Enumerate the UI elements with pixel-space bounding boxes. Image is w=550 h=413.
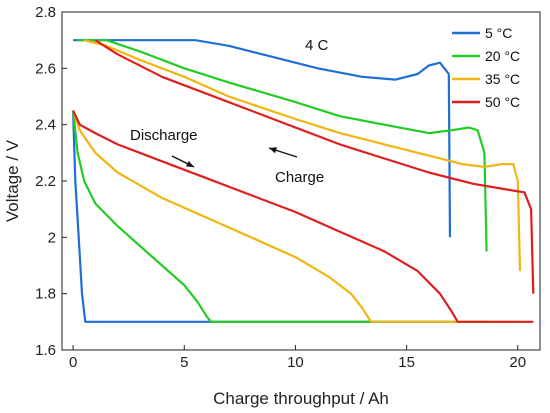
x-axis-label: Charge throughput / Ah [213, 389, 389, 408]
series-layer [72, 39, 535, 323]
rate-annotation: 4 C [305, 37, 329, 54]
x-tick-label: 15 [398, 354, 415, 371]
legend-entry-label: 50 °C [485, 94, 520, 110]
y-axis-label: Voltage / V [3, 139, 22, 222]
legend-entry-label: 5 °C [485, 25, 512, 41]
y-tick-label: 2 [48, 229, 56, 246]
series-charge-line [83, 39, 522, 272]
axis-ticks: 0 5 10 15 20 1.6 1.8 2 2.2 2.4 2.6 2.8 [35, 4, 526, 371]
x-tick-label: 10 [287, 354, 304, 371]
y-tick-label: 1.6 [35, 342, 56, 359]
series-discharge-line [72, 110, 487, 323]
x-tick-label: 5 [180, 354, 188, 371]
arrow-head [269, 147, 277, 154]
y-tick-label: 1.8 [35, 286, 56, 303]
discharge-annotation: Discharge [130, 127, 198, 144]
arrow-head [186, 160, 194, 167]
legend-entry-label: 20 °C [485, 48, 520, 64]
y-tick-label: 2.2 [35, 173, 56, 190]
y-tick-label: 2.6 [35, 60, 56, 77]
series-charge-line [77, 39, 488, 252]
series-discharge-line [72, 110, 534, 323]
legend: 5 °C 20 °C 35 °C 50 °C [452, 25, 520, 110]
legend-entry-label: 35 °C [485, 71, 520, 87]
labels-layer: Charge throughput / Ah Voltage / V 4 C D… [3, 37, 389, 408]
charge-annotation: Charge [275, 169, 324, 186]
y-tick-label: 2.4 [35, 117, 56, 134]
series-charge-line [94, 39, 535, 294]
x-tick-label: 20 [509, 354, 526, 371]
y-tick-label: 2.8 [35, 4, 56, 21]
series-discharge-line [72, 110, 520, 323]
series-charge-line [73, 39, 452, 238]
x-tick-label: 0 [69, 354, 77, 371]
